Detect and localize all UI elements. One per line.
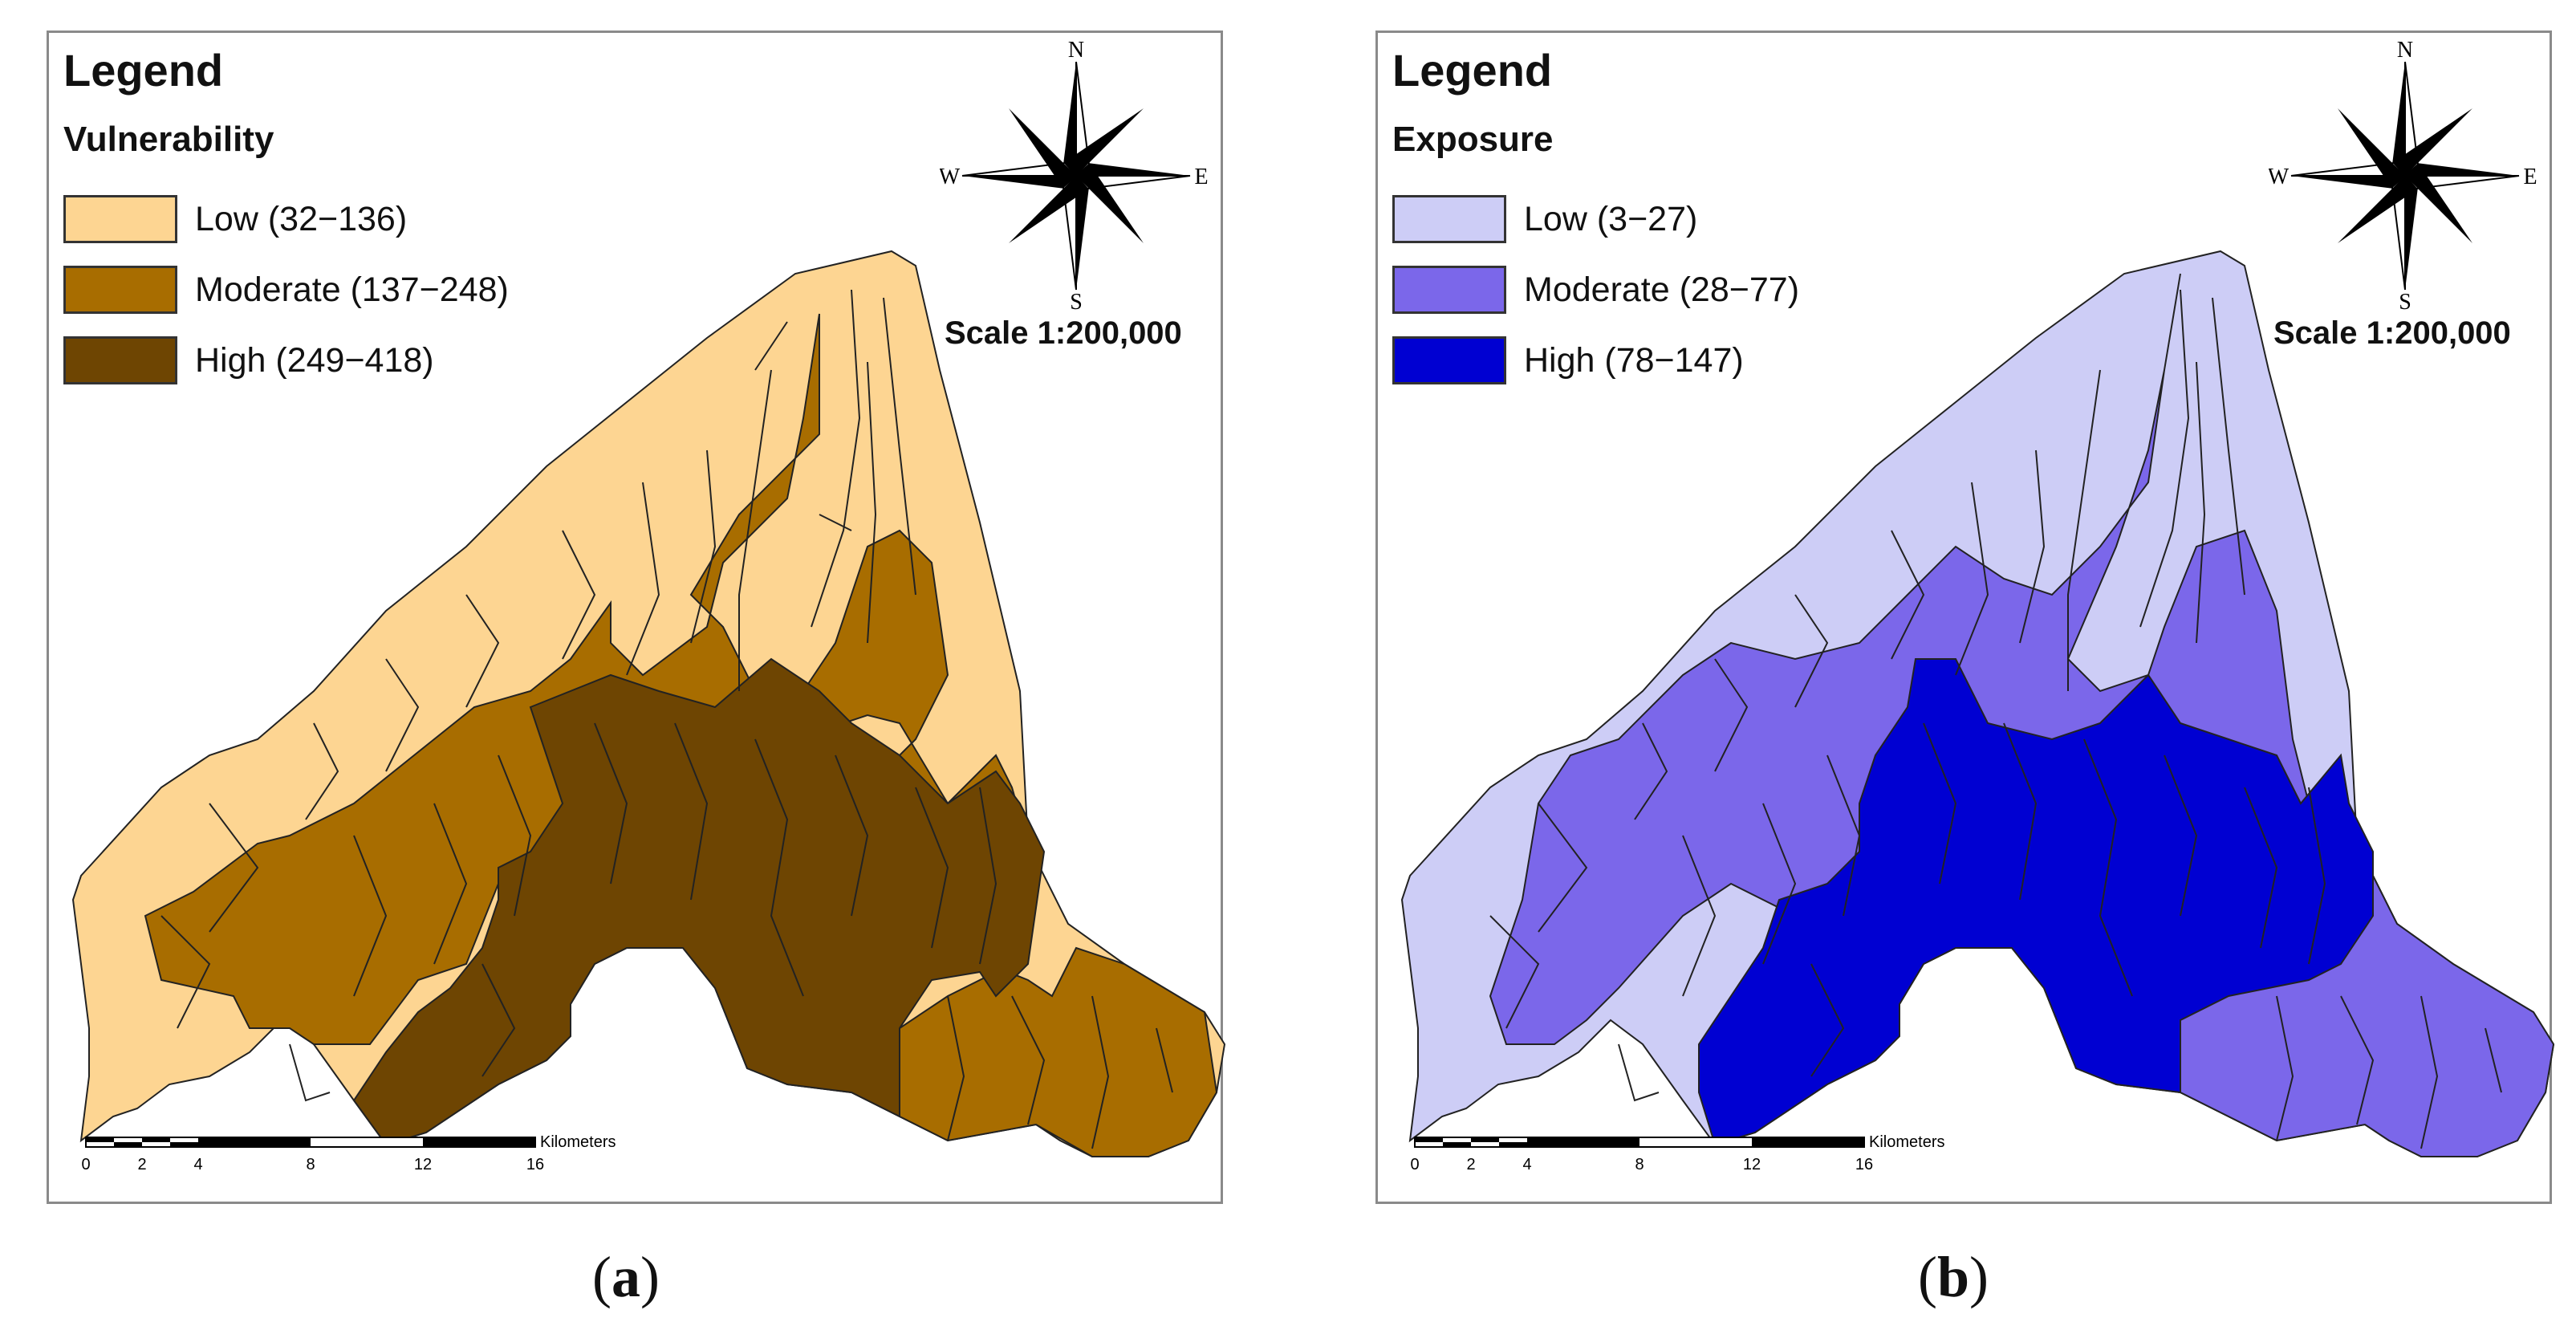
scalebar-unit: Kilometers: [1869, 1133, 1944, 1151]
legend-label-moderate: Moderate (28−77): [1524, 270, 1800, 309]
scalebar-tick: 4: [1522, 1156, 1531, 1173]
compass-w-label: W: [940, 165, 961, 189]
legend-label-high: High (78−147): [1524, 341, 1744, 380]
region-high: [352, 657, 1046, 1146]
legend-title: Legend: [1392, 45, 1553, 96]
legend-swatch-moderate: [1392, 266, 1506, 314]
scalebar-tick: 12: [1743, 1156, 1761, 1173]
legend-layer-title: Exposure: [1392, 120, 1554, 159]
legend-label-moderate: Moderate (137−248): [195, 270, 509, 309]
caption-letter: a: [611, 1245, 640, 1309]
scalebar-tick: 2: [1466, 1156, 1475, 1173]
caption-letter: b: [1936, 1245, 1970, 1309]
compass-rose-icon: N S E W: [940, 39, 1209, 312]
scalebar-tick: 2: [137, 1156, 146, 1173]
map-panel-exposure: Legend Exposure Low (3−27) Moderate (28−…: [1375, 31, 2554, 1204]
scalebar-tick: 0: [1410, 1156, 1419, 1173]
compass-e-label: E: [2523, 165, 2537, 189]
compass-w-label: W: [2269, 165, 2290, 189]
compass-n-label: N: [2397, 39, 2413, 63]
scalebar-tick: 8: [306, 1156, 315, 1173]
scalebar-tick: 16: [526, 1156, 544, 1173]
scale-bar: Kilometers 0 2 4 8 12 16: [1410, 1133, 1944, 1173]
legend-label-low: Low (32−136): [195, 200, 408, 238]
scale-label: Scale 1:200,000: [945, 315, 1182, 351]
compass-n-label: N: [1068, 39, 1084, 63]
legend-label-low: Low (3−27): [1524, 200, 1698, 238]
scalebar-unit: Kilometers: [540, 1133, 616, 1151]
scalebar-tick: 0: [81, 1156, 90, 1173]
subdistrict-boundaries: [160, 289, 1173, 1149]
region-high: [1698, 658, 2374, 1146]
compass-s-label: S: [1070, 290, 1083, 312]
compass-e-label: E: [1194, 165, 1208, 189]
subdistrict-boundaries: [1489, 289, 2502, 1149]
scale-label: Scale 1:200,000: [2273, 315, 2511, 351]
scale-bar: Kilometers 0 2 4 8 12 16: [81, 1133, 616, 1173]
legend-swatch-moderate: [63, 266, 177, 314]
legend-swatch-high: [1392, 336, 1506, 384]
caption-b: (b): [1918, 1245, 1989, 1309]
scalebar-tick: 4: [193, 1156, 202, 1173]
caption-a: (a): [592, 1245, 660, 1309]
scalebar-tick: 8: [1635, 1156, 1644, 1173]
exposure-map: [1400, 250, 2554, 1157]
map-panel-vulnerability: Legend Vulnerability Low (32−136) Modera…: [47, 31, 1225, 1204]
legend-title: Legend: [63, 45, 224, 96]
compass-s-label: S: [2399, 290, 2411, 312]
legend-swatch-low: [63, 195, 177, 243]
scalebar-tick: 12: [414, 1156, 432, 1173]
legend-label-high: High (249−418): [195, 341, 434, 380]
legend-swatch-low: [1392, 195, 1506, 243]
compass-rose-icon: N S E W: [2269, 39, 2537, 312]
legend-layer-title: Vulnerability: [63, 120, 274, 159]
vulnerability-map: [71, 250, 1225, 1157]
scalebar-tick: 16: [1855, 1156, 1873, 1173]
legend-swatch-high: [63, 336, 177, 384]
